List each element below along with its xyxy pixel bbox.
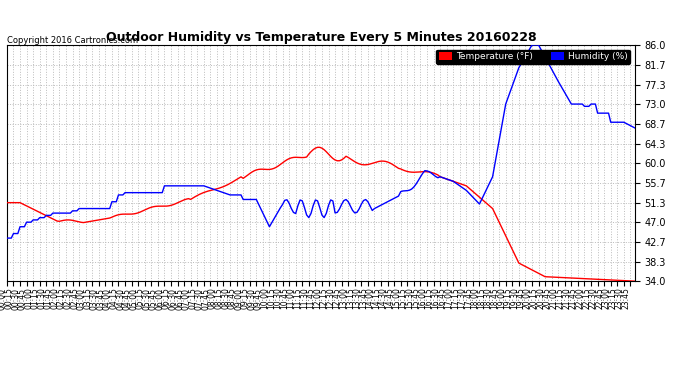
Legend: Temperature (°F), Humidity (%): Temperature (°F), Humidity (%) (436, 50, 630, 64)
Title: Outdoor Humidity vs Temperature Every 5 Minutes 20160228: Outdoor Humidity vs Temperature Every 5 … (106, 31, 536, 44)
Text: Copyright 2016 Cartronics.com: Copyright 2016 Cartronics.com (7, 36, 138, 45)
